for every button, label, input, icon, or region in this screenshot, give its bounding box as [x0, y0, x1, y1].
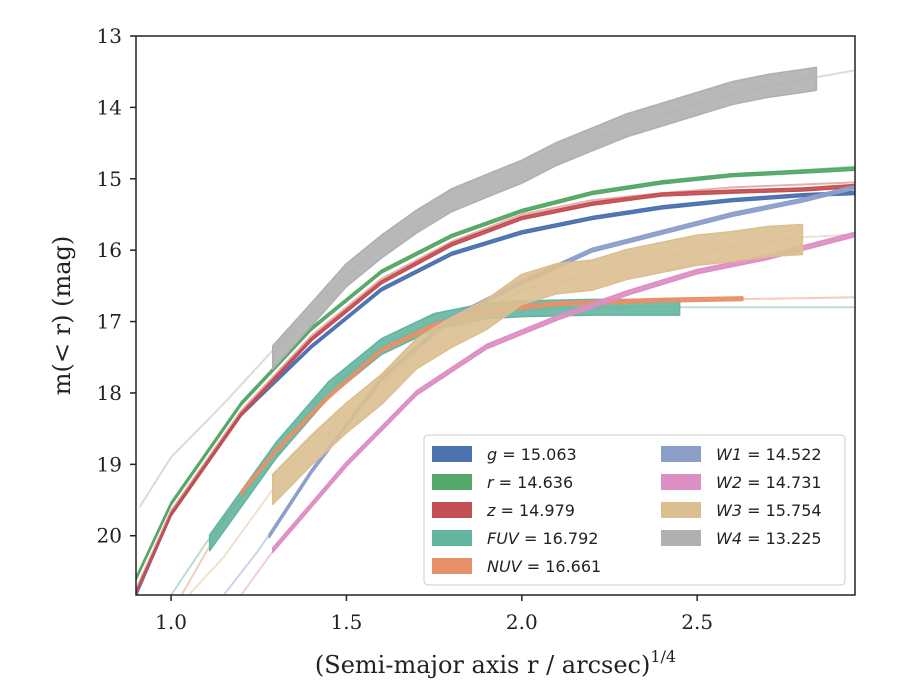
- x-tick-label: 1.0: [155, 610, 187, 634]
- plot-frame: [135, 35, 856, 596]
- legend-variable: NUV: [487, 557, 523, 576]
- legend-label-w4: W4 = 13.225: [716, 529, 822, 548]
- legend-variable: FUV: [487, 529, 520, 548]
- y-axis: 13 14 15 16 17 18 19 20: [97, 24, 136, 548]
- legend-swatch-nuv: [432, 558, 472, 574]
- series-w3-band: [271, 223, 804, 506]
- legend-value: = 13.225: [742, 529, 822, 548]
- x-axis-label: (Semi-major axis r / arcsec)1/4: [315, 647, 676, 679]
- legend-label-r: r = 14.636: [487, 473, 573, 492]
- series-z-extrapolation: [136, 181, 855, 590]
- legend-label-w2: W2 = 14.731: [716, 473, 822, 492]
- legend-swatch-w1: [661, 446, 701, 462]
- legend-value: = 16.661: [522, 557, 602, 576]
- legend-swatch-r: [432, 474, 472, 490]
- y-tick-label: 18: [97, 381, 122, 405]
- x-tick-label: 2.5: [681, 610, 713, 634]
- x-tick-label: 1.5: [331, 610, 363, 634]
- series-g-band: [136, 190, 855, 595]
- series-w4-band: [271, 66, 818, 370]
- legend-label-nuv: NUV = 16.661: [487, 557, 601, 576]
- legend-variable: W3: [716, 501, 742, 520]
- legend-variable: W2: [716, 473, 742, 492]
- legend-swatch-w3: [661, 502, 701, 518]
- legend-swatch-g: [432, 446, 472, 462]
- legend-label-fuv: FUV = 16.792: [487, 529, 598, 548]
- y-tick-label: 16: [97, 238, 122, 262]
- legend-value: = 14.979: [495, 501, 575, 520]
- legend-variable: r: [487, 473, 495, 492]
- y-tick-label: 17: [97, 310, 122, 334]
- legend-variable: g: [487, 445, 497, 464]
- y-tick-label: 14: [97, 95, 122, 119]
- legend-value: = 14.522: [742, 445, 822, 464]
- x-axis-label-superscript: 1/4: [650, 647, 676, 666]
- series-r-band: [136, 166, 855, 581]
- series-bands: [136, 66, 855, 595]
- legend-label-w1: W1 = 14.522: [716, 445, 822, 464]
- legend-swatch-w2: [661, 474, 701, 490]
- legend-value: = 15.063: [497, 445, 577, 464]
- series-w2-band: [271, 231, 855, 554]
- y-tick-label: 15: [97, 167, 122, 191]
- x-axis: 1.0 1.5 2.0 2.5: [155, 595, 713, 634]
- legend-frame: [423, 434, 846, 586]
- legend-label-z: z = 14.979: [486, 501, 575, 520]
- y-tick-label: 20: [97, 524, 122, 548]
- legend-swatch-z: [432, 502, 472, 518]
- legend-value: = 16.792: [519, 529, 599, 548]
- legend-swatch-fuv: [432, 530, 472, 546]
- y-axis-label: m(< r) (mag): [48, 236, 76, 395]
- series-z-band: [136, 183, 855, 595]
- y-tick-label: 13: [97, 24, 122, 48]
- legend-value: = 14.636: [494, 473, 574, 492]
- series-nuv-band: [240, 296, 744, 496]
- legend-value: = 14.731: [742, 473, 822, 492]
- legend-variable: W4: [716, 529, 742, 548]
- legend-label-g: g = 15.063: [487, 445, 577, 464]
- legend-label-w3: W3 = 15.754: [716, 501, 822, 520]
- y-tick-label: 19: [97, 452, 122, 476]
- legend-value: = 15.754: [742, 501, 822, 520]
- x-tick-label: 2.0: [506, 610, 538, 634]
- legend-variable: z: [486, 501, 496, 520]
- legend-variable: W1: [716, 445, 742, 464]
- legend-swatch-w4: [661, 530, 701, 546]
- x-axis-label-main: (Semi-major axis r / arcsec): [315, 651, 650, 679]
